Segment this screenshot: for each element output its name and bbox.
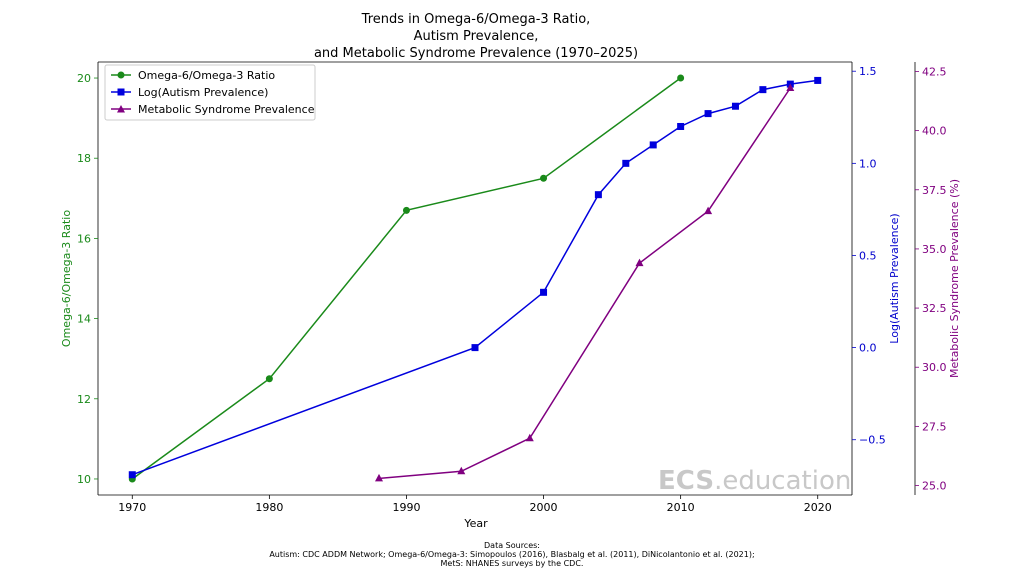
sources-line-2: MetS: NHANES surveys by the CDC. — [441, 559, 584, 568]
right2-axis-label: Metabolic Syndrome Prevalence (%) — [948, 179, 961, 378]
series-line-omega-6-omega-3-ratio — [131, 77, 682, 480]
x-tick-label: 2020 — [804, 501, 832, 514]
chart-title-line-1: Trends in Omega-6/Omega-3 Ratio, — [361, 12, 591, 27]
right2-tick-label: 35.0 — [922, 243, 947, 256]
legend-box — [104, 64, 316, 121]
data-point-metabolic-syndrome-prevalence — [375, 473, 383, 482]
right2-tick-label: 42.5 — [922, 65, 947, 78]
sources-line-1: Autism: CDC ADDM Network; Omega-6/Omega-… — [269, 550, 754, 559]
x-tick-label: 2010 — [667, 501, 695, 514]
legend-label-mets: Metabolic Syndrome Prevalence — [138, 103, 315, 116]
data-sources-note: Data Sources: Autism: CDC ADDM Network; … — [269, 541, 754, 568]
legend-marker-mets — [117, 105, 125, 113]
data-point-log-autism-prevalence — [649, 141, 657, 149]
right1-tick-label: 1.5 — [859, 65, 877, 78]
watermark-logo: ECS.education — [658, 466, 851, 496]
right1-axis-label: Log(Autism Prevalence) — [888, 213, 901, 343]
sources-heading: Data Sources: — [484, 541, 540, 550]
legend-marker-autism — [117, 88, 125, 96]
legend-label-autism: Log(Autism Prevalence) — [138, 86, 268, 99]
legend-label-omega: Omega-6/Omega-3 Ratio — [138, 69, 275, 82]
data-point-metabolic-syndrome-prevalence — [525, 433, 534, 442]
x-tick-label: 2000 — [530, 501, 558, 514]
data-point-omega-6-omega-3-ratio — [677, 74, 685, 82]
data-point-log-autism-prevalence — [594, 191, 602, 199]
right2-tick-label: 40.0 — [922, 125, 947, 138]
data-point-log-autism-prevalence — [622, 159, 630, 167]
data-point-metabolic-syndrome-prevalence — [704, 206, 713, 215]
data-point-log-autism-prevalence — [704, 110, 712, 118]
series-line-log-autism-prevalence — [132, 79, 818, 476]
series-metabolic-syndrome-prevalence — [375, 83, 795, 482]
right2-tick-label: 27.5 — [922, 420, 947, 433]
chart-title-line-3: and Metabolic Syndrome Prevalence (1970–… — [314, 46, 638, 61]
left-tick-label: 18 — [77, 152, 91, 165]
series-layer — [128, 74, 822, 483]
data-point-metabolic-syndrome-prevalence — [786, 83, 795, 91]
chart-title-line-2: Autism Prevalence, — [414, 29, 539, 44]
right1-tick-label: 1.0 — [859, 157, 877, 170]
legend: Omega-6/Omega-3 Ratio Log(Autism Prevale… — [104, 64, 316, 121]
right1-tick-label: 0.5 — [859, 249, 877, 262]
x-tick-label: 1990 — [392, 501, 420, 514]
left-tick-label: 16 — [77, 232, 91, 245]
data-point-omega-6-omega-3-ratio — [540, 174, 548, 182]
watermark-rest: .education — [714, 466, 851, 496]
right2-tick-label: 32.5 — [922, 302, 947, 315]
data-point-log-autism-prevalence — [759, 86, 767, 94]
series-log-autism-prevalence — [128, 76, 822, 479]
data-point-metabolic-syndrome-prevalence — [635, 258, 644, 267]
data-point-omega-6-omega-3-ratio — [265, 375, 273, 383]
axes-layer: 1970 1980 1990 2000 2010 2020 10 12 14 16 18 20 Omeg… — [60, 61, 961, 514]
left-tick-label: 12 — [77, 393, 91, 406]
left-tick-label: 10 — [77, 473, 91, 486]
series-omega-6-omega-3-ratio — [128, 74, 685, 483]
left-tick-label: 20 — [77, 72, 91, 85]
data-point-log-autism-prevalence — [540, 288, 548, 296]
legend-marker-omega — [117, 71, 125, 79]
left-tick-label: 14 — [77, 313, 91, 326]
right2-tick-label: 30.0 — [922, 361, 947, 374]
left-axis-label: Omega-6/Omega-3 Ratio — [60, 210, 73, 347]
right1-tick-label: 0.0 — [859, 342, 877, 355]
data-point-log-autism-prevalence — [677, 122, 685, 130]
x-tick-label: 1980 — [255, 501, 283, 514]
x-tick-label: 1970 — [118, 501, 146, 514]
series-line-metabolic-syndrome-prevalence — [378, 87, 791, 480]
chart-title: Trends in Omega-6/Omega-3 Ratio, Autism … — [314, 12, 638, 61]
right2-tick-label: 25.0 — [922, 480, 947, 493]
watermark-bold: ECS — [658, 466, 714, 496]
right2-tick-label: 37.5 — [922, 184, 947, 197]
data-point-log-autism-prevalence — [814, 76, 822, 84]
data-point-omega-6-omega-3-ratio — [402, 206, 410, 214]
data-point-log-autism-prevalence — [128, 471, 136, 479]
data-point-log-autism-prevalence — [731, 102, 739, 110]
right1-tick-label: −0.5 — [859, 434, 886, 447]
data-point-log-autism-prevalence — [471, 344, 479, 352]
data-point-metabolic-syndrome-prevalence — [457, 466, 466, 475]
x-axis-label: Year — [463, 517, 488, 530]
